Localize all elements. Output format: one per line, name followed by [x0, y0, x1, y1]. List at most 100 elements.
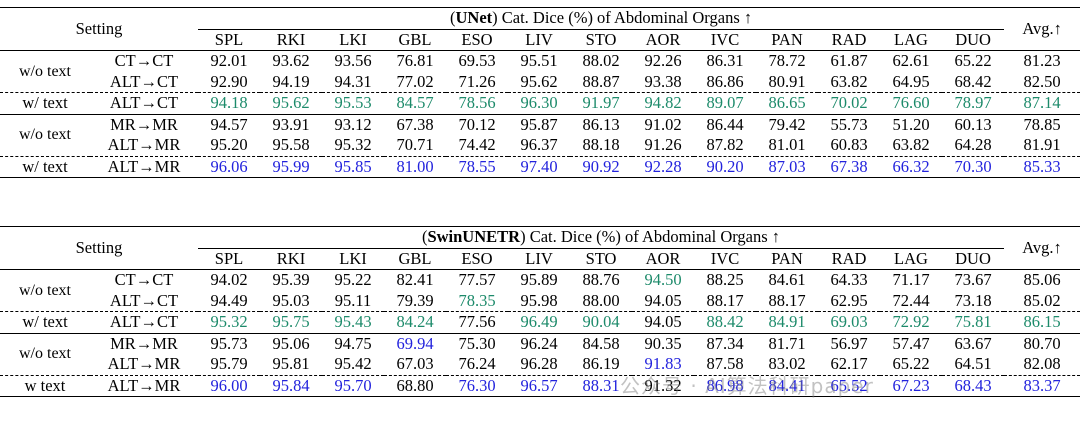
cell-value: 77.02: [396, 71, 434, 91]
cell-value: 84.41: [756, 374, 819, 397]
cell-value: 79.39: [396, 290, 434, 310]
column-header: LKI: [339, 248, 367, 268]
cell-value: 67.38: [818, 155, 881, 178]
cell-value: 78.97: [942, 92, 1005, 114]
cell-value: 78.72: [756, 50, 819, 72]
cell-value: 94.82: [632, 92, 695, 114]
cell-value: 70.71: [396, 135, 434, 155]
cell-value: 86.65: [756, 92, 819, 114]
task-label: MR→MR: [90, 332, 199, 354]
column-header: RAD: [831, 29, 867, 49]
task-label: MR→MR: [90, 113, 199, 135]
cell-value: 88.87: [582, 71, 620, 91]
cell-value: 83.02: [768, 354, 806, 374]
task-label: ALT→MR: [90, 155, 199, 178]
task-label: ALT→CT: [109, 71, 179, 91]
cell-value: 88.17: [768, 290, 806, 310]
avg-value: 86.15: [1004, 311, 1080, 333]
cell-value: 57.47: [880, 332, 943, 354]
cell-value: 96.06: [198, 155, 261, 178]
cell-value: 96.30: [508, 92, 571, 114]
table-row: w/o text MR→MR 94.57 93.91 93.12 67.38 70.12 95…: [0, 113, 1080, 156]
group-label: w/ text: [0, 155, 90, 178]
cell-value: 65.22: [942, 50, 1005, 72]
cell-value: 94.18: [198, 92, 261, 114]
group-label: w/ text: [0, 311, 90, 333]
cell-value: 63.67: [942, 332, 1005, 354]
cell-value: 68.80: [384, 374, 447, 397]
watermark: 公众号 · AI算法科研paper: [620, 374, 874, 398]
cell-value: 72.44: [892, 290, 930, 310]
cell-value: 88.00: [582, 290, 620, 310]
cell-value: 88.42: [694, 311, 757, 333]
cell-value: 94.02: [198, 269, 261, 291]
cell-value: 60.13: [942, 113, 1005, 135]
cell-value: 81.00: [384, 155, 447, 178]
table-row: ALT→CT 94.49 95.03 95.11 79.39 78.35 95.98 88.0…: [0, 291, 1080, 312]
cell-value: 84.61: [756, 269, 819, 291]
group-label: w/o text: [0, 269, 90, 312]
column-header: LAG: [894, 248, 928, 268]
cell-value: 87.58: [706, 354, 744, 374]
cell-value: 81.01: [768, 135, 806, 155]
cell-value: 95.32: [334, 135, 372, 155]
cell-value: 84.58: [570, 332, 633, 354]
cell-value: 95.79: [210, 354, 248, 374]
column-header: LAG: [894, 29, 928, 49]
cell-value: 96.28: [520, 354, 558, 374]
cell-value: 89.07: [694, 92, 757, 114]
cell-value: 88.17: [706, 290, 744, 310]
cell-value: 62.17: [830, 354, 868, 374]
cell-value: 96.24: [508, 332, 571, 354]
cell-value: 69.94: [384, 332, 447, 354]
cell-value: 88.18: [582, 135, 620, 155]
setting-header: Setting: [0, 226, 199, 270]
cell-value: 88.31: [570, 374, 633, 397]
cell-value: 64.95: [892, 71, 930, 91]
cell-value: 95.85: [322, 155, 385, 178]
cell-value: 87.34: [694, 332, 757, 354]
cell-value: 80.91: [768, 71, 806, 91]
cell-value: 70.12: [446, 113, 509, 135]
cell-value: 91.26: [644, 135, 682, 155]
cell-value: 95.06: [260, 332, 323, 354]
cell-value: 94.49: [210, 290, 248, 310]
cell-value: 63.82: [830, 71, 868, 91]
table-row: ALT→MR 95.20 95.58 95.32 70.71 74.42 96.37 88.1…: [0, 135, 1080, 156]
avg-value: 82.08: [1023, 354, 1061, 374]
cell-value: 95.11: [334, 290, 372, 310]
table-row: w/ text ALT→MR 96.06 95.99 95.85 81.00 78.55 97…: [0, 155, 1080, 178]
task-label: ALT→MR: [107, 354, 181, 374]
model-name: SwinUNETR: [427, 227, 521, 247]
avg-value: 81.23: [1004, 50, 1080, 72]
cell-value: 95.73: [198, 332, 261, 354]
cell-value: 90.04: [570, 311, 633, 333]
avg-header: Avg.↑: [1004, 226, 1080, 270]
cell-value: 86.86: [706, 71, 744, 91]
task-label: ALT→CT: [90, 92, 199, 114]
cell-value: 95.89: [508, 269, 571, 291]
cell-value: 70.30: [942, 155, 1005, 178]
unet-results-table: Setting (UNet) Cat. Dice (%) of Abdominal…: [0, 7, 1080, 178]
column-header: SPL: [214, 248, 244, 268]
caption-text: Cat. Dice (%) of Abdominal Organs ↑: [497, 8, 753, 28]
cell-value: 67.38: [384, 113, 447, 135]
column-header: LKI: [339, 29, 367, 49]
cell-value: 86.31: [694, 50, 757, 72]
column-header: STO: [585, 29, 617, 49]
cell-value: 94.75: [322, 332, 385, 354]
cell-value: 95.42: [334, 354, 372, 374]
avg-value: 85.06: [1004, 269, 1080, 291]
table-row: w/o text CT→CT 92.01 93.62 93.56 76.81 69.53 95…: [0, 50, 1080, 93]
avg-value: 87.14: [1004, 92, 1080, 114]
cell-value: 66.32: [880, 155, 943, 178]
cell-value: 94.50: [632, 269, 695, 291]
cell-value: 56.97: [818, 332, 881, 354]
cell-value: 95.98: [520, 290, 558, 310]
table-row: ALT→MR 95.79 95.81 95.42 67.03 76.24 96.28 86.1…: [0, 354, 1080, 375]
cell-value: 93.38: [644, 71, 682, 91]
cell-value: 61.87: [818, 50, 881, 72]
cell-value: 51.20: [880, 113, 943, 135]
group-label: w/o text: [0, 50, 90, 93]
caption-text: Cat. Dice (%) of Abdominal Organs ↑: [525, 227, 781, 247]
